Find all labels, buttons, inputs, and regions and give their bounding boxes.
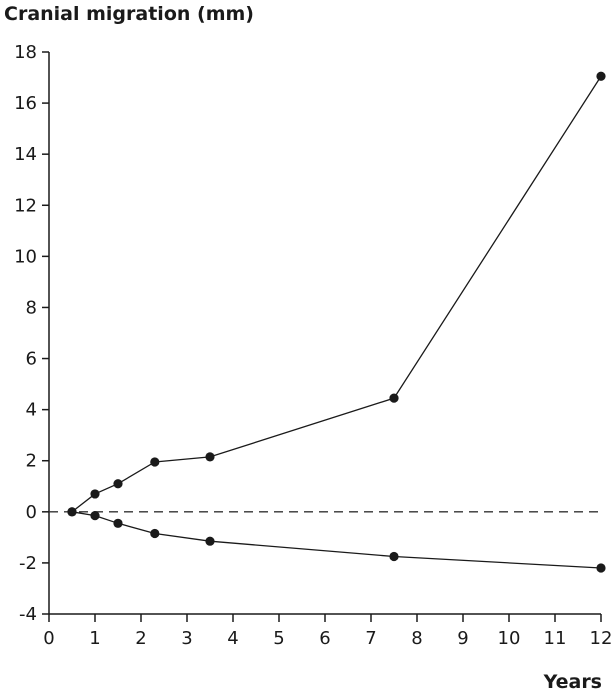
x-tick-label: 8 [411, 628, 422, 649]
series-1-line [71, 75, 602, 513]
x-tick-label: 6 [319, 628, 330, 649]
x-tick-label: 3 [181, 628, 192, 649]
series-2-point [205, 536, 215, 546]
series-1-point [596, 71, 606, 81]
series-2-point [113, 518, 123, 528]
y-tick-label: 12 [14, 195, 37, 216]
series-2-point [596, 563, 606, 573]
x-tick-label: 5 [273, 628, 284, 649]
x-tick-label: 2 [135, 628, 146, 649]
y-tick-label: -2 [19, 553, 37, 574]
series-2-point [389, 551, 399, 562]
series-2-point [150, 528, 160, 539]
y-tick-label: 6 [26, 349, 37, 370]
y-tick-label: 14 [14, 144, 37, 165]
y-axis-title: Cranial migration (mm) [4, 3, 254, 25]
series-2-line [71, 511, 602, 569]
series-1-point [150, 457, 160, 467]
x-tick-label: 1 [89, 628, 100, 649]
y-tick-label: 16 [14, 93, 37, 114]
x-tick-label: 12 [590, 628, 613, 649]
series-1-point [90, 489, 100, 499]
y-tick-label: -4 [19, 604, 37, 625]
x-tick-label: 4 [227, 628, 238, 649]
y-tick-label: 2 [26, 451, 37, 472]
series-2-point [67, 507, 77, 517]
series-1-point [113, 479, 123, 489]
series-1-point [389, 393, 399, 403]
y-tick-label: 0 [26, 502, 37, 523]
y-tick-label: 10 [14, 246, 37, 267]
x-tick-label: 9 [457, 628, 468, 649]
series-group [67, 71, 606, 573]
y-tick-label: 4 [26, 400, 37, 421]
series-2-point [90, 511, 100, 521]
x-tick-label: 7 [365, 628, 376, 649]
x-tick-label: 11 [544, 628, 567, 649]
x-tick-label: 10 [498, 628, 521, 649]
x-axis-title: Years [543, 671, 602, 692]
series-1-point [205, 452, 215, 462]
y-tick-label: 8 [26, 297, 37, 318]
x-tick-label: 0 [43, 628, 54, 649]
y-tick-label: 18 [14, 42, 37, 63]
